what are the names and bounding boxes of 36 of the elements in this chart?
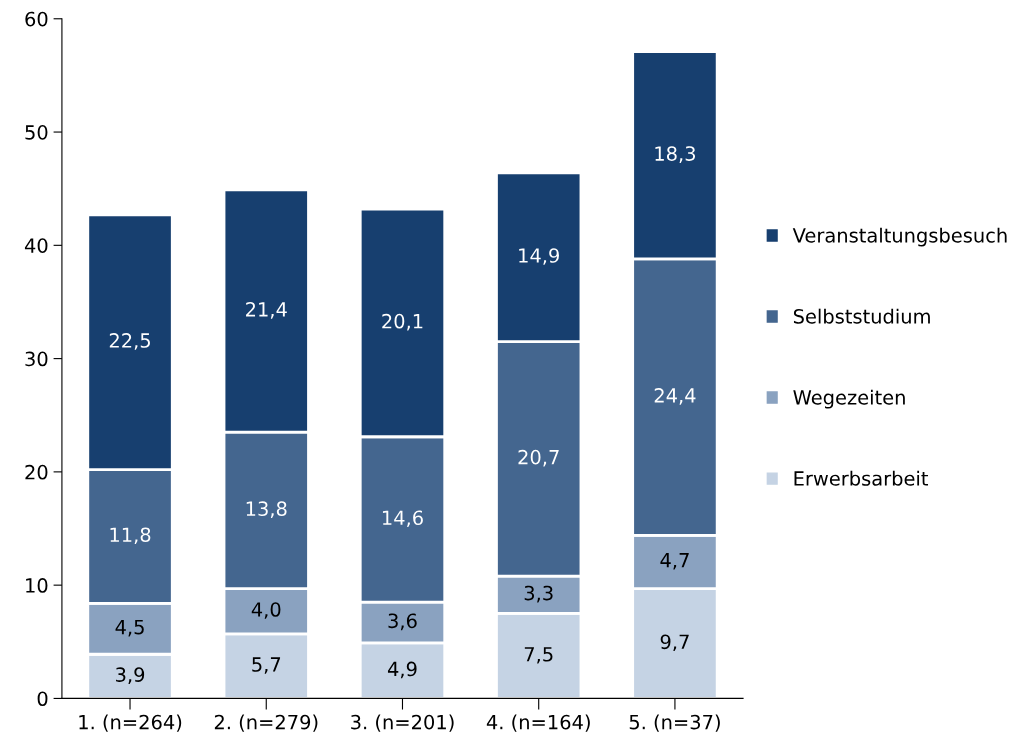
x-tick-label: 4. (n=164) [486, 714, 590, 732]
data-label: 20,7 [518, 449, 559, 467]
data-label: 24,4 [654, 388, 696, 405]
x-tick-label: 5. (n=37) [629, 714, 720, 732]
data-label: 9,7 [660, 634, 689, 652]
y-tick-label: 60 [25, 11, 48, 27]
data-label: 22,5 [109, 333, 150, 350]
data-label: 21,4 [246, 301, 287, 319]
data-label: 3,9 [116, 667, 145, 684]
x-tick-label: 3. (n=201) [351, 714, 454, 732]
data-label: 5,7 [252, 657, 281, 674]
legend-label: Veranstaltungsbesuch [792, 227, 1007, 247]
data-label: 4,9 [387, 661, 417, 679]
y-tick-label: 40 [24, 238, 48, 253]
data-label: 4,5 [115, 619, 144, 637]
x-tick-label: 1. (n=264) [79, 714, 182, 732]
y-tick-label: 10 [26, 578, 48, 593]
legend-label: Wegezeiten [793, 389, 905, 409]
data-label: 20,1 [382, 313, 423, 331]
data-label: 7,5 [524, 647, 553, 664]
data-label: 13,8 [246, 501, 287, 519]
y-tick-label: 50 [25, 125, 48, 140]
legend-label: Selbststudium [793, 308, 930, 324]
data-label: 18,3 [655, 146, 696, 163]
y-tick-label: 20 [25, 464, 48, 480]
data-label: 4,0 [251, 602, 281, 619]
legend-label: Erwerbsarbeit [794, 470, 929, 486]
x-tick-label: 2. (n=279) [214, 714, 318, 732]
y-tick-label: 30 [25, 351, 48, 367]
data-label: 14,6 [382, 510, 423, 528]
data-label: 14,9 [519, 248, 559, 265]
data-label: 3,3 [524, 585, 553, 603]
data-label: 11,8 [110, 527, 151, 545]
data-label: 3,6 [388, 613, 417, 631]
y-tick-label: 0 [37, 691, 48, 707]
data-label: 4,7 [660, 553, 689, 570]
